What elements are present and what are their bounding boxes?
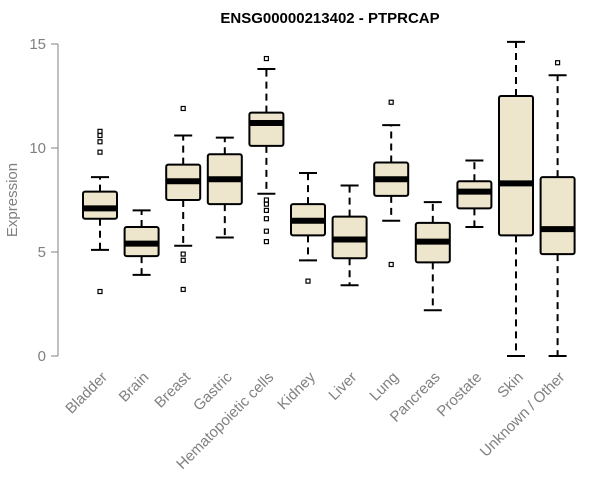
outlier-point: [97, 149, 103, 155]
outlier-point: [97, 132, 103, 139]
x-tick-label: Breast: [151, 368, 194, 411]
outlier-point: [97, 288, 103, 295]
outlier-point: [180, 257, 186, 263]
x-tick-label: Kidney: [274, 368, 319, 413]
box-brain: [123, 209, 160, 276]
y-axis-label: Expression: [4, 163, 21, 237]
outlier-point: [263, 55, 269, 62]
outlier-point: [263, 216, 269, 222]
outlier-point: [263, 197, 269, 203]
box-bladder: [82, 128, 118, 295]
outlier-point: [263, 207, 269, 213]
outlier-point: [263, 228, 269, 234]
outlier-point: [180, 105, 186, 112]
x-tick-label: Skin: [494, 369, 527, 402]
outlier-point: [180, 251, 186, 257]
box-iqr: [456, 180, 493, 210]
outlier-point: [388, 99, 394, 105]
x-tick-label: Brain: [116, 369, 153, 406]
y-tick-label: 5: [38, 244, 46, 261]
box-breast: [165, 105, 202, 293]
box-iqr: [498, 95, 534, 237]
chart-title: ENSG00000213402 - PTPRCAP: [220, 10, 439, 27]
outlier-point: [305, 278, 311, 284]
outlier-point: [97, 128, 103, 134]
box-gastric: [206, 136, 243, 239]
box-skin: [498, 40, 534, 357]
box-iqr: [539, 176, 576, 256]
box-plot-area: [82, 40, 576, 357]
y-tick-label: 15: [29, 36, 46, 53]
outlier-point: [388, 261, 394, 268]
x-tick-label: Lung: [366, 369, 402, 405]
box-lung: [373, 99, 410, 268]
x-tick-label: Prostate: [434, 369, 486, 421]
box-hematopoietic-cells: [248, 55, 285, 245]
y-tick-label: 0: [38, 348, 46, 365]
y-axis: 0 5 10 15: [29, 36, 59, 365]
outlier-point: [263, 201, 269, 207]
y-tick-label: 10: [29, 140, 46, 157]
box-kidney: [290, 171, 326, 284]
box-iqr: [82, 190, 118, 220]
x-tick-label: Liver: [325, 369, 360, 404]
box-prostate: [456, 159, 493, 229]
box-pancreas: [414, 201, 451, 312]
outlier-point: [554, 60, 561, 66]
x-tick-label: Bladder: [62, 369, 111, 418]
outlier-point: [180, 286, 186, 293]
outlier-point: [263, 239, 269, 245]
outlier-point: [97, 139, 103, 145]
box-liver: [331, 184, 368, 287]
box-unknown-other: [539, 60, 576, 357]
box-iqr: [248, 111, 285, 147]
